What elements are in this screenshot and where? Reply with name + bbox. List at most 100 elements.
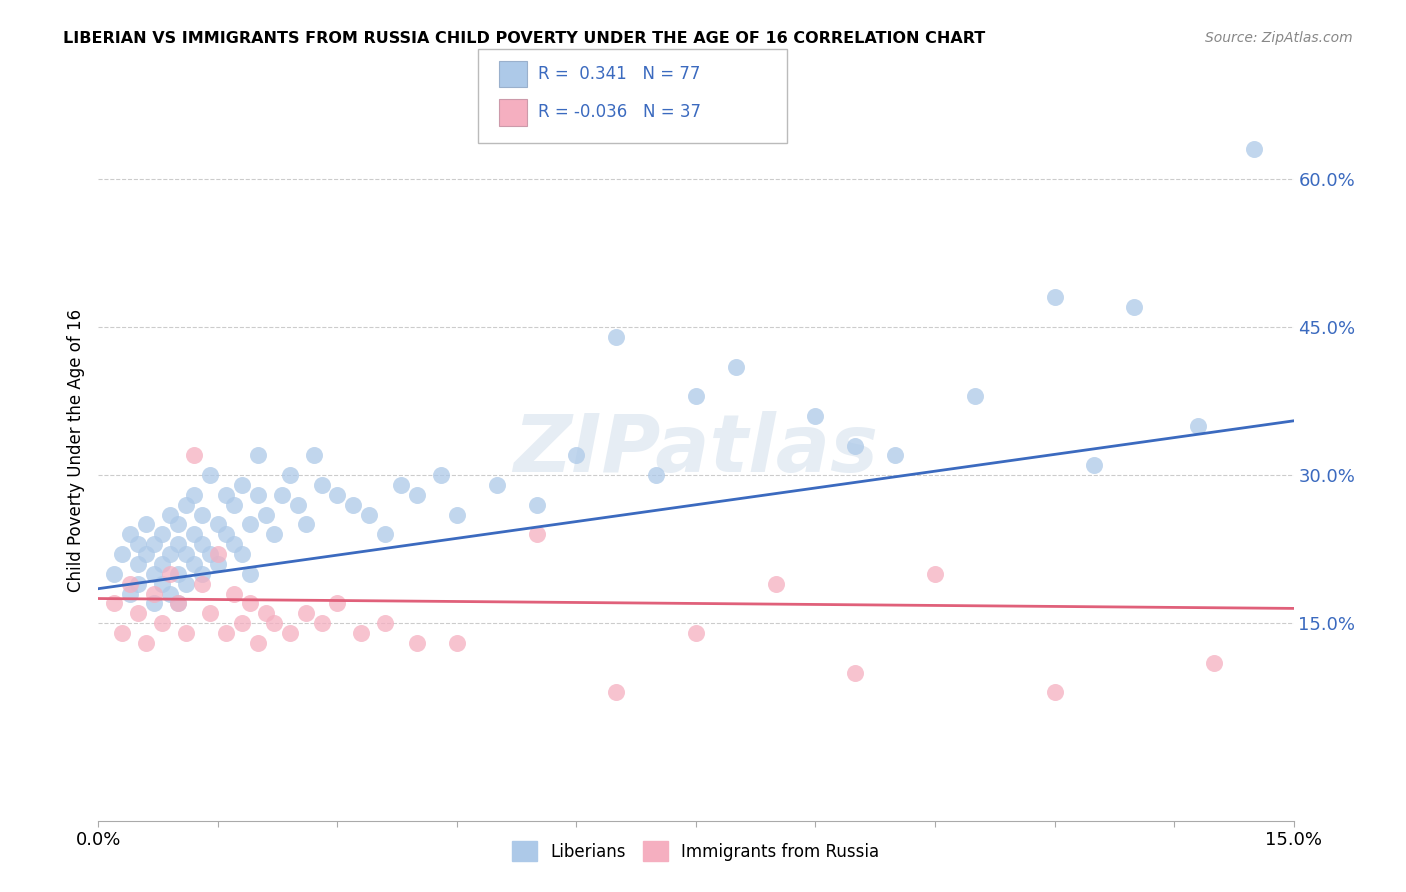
Point <box>159 508 181 522</box>
Point <box>127 576 149 591</box>
Point <box>924 566 946 581</box>
Point <box>1083 458 1105 473</box>
Point <box>254 607 277 621</box>
Point <box>359 508 381 522</box>
Point <box>342 498 364 512</box>
Point <box>1043 290 1066 304</box>
Point <box>103 597 125 611</box>
Point <box>191 508 214 522</box>
Point <box>174 576 197 591</box>
Point <box>198 547 221 561</box>
Point <box>1187 418 1209 433</box>
Text: ZIPatlas: ZIPatlas <box>513 411 879 490</box>
Point <box>406 636 429 650</box>
Point <box>526 498 548 512</box>
Point <box>174 498 197 512</box>
Point <box>963 389 986 403</box>
Point <box>143 586 166 600</box>
Point <box>311 478 333 492</box>
Point <box>167 597 190 611</box>
Point <box>565 449 588 463</box>
Point <box>884 449 907 463</box>
Point <box>239 597 262 611</box>
Text: R =  0.341   N = 77: R = 0.341 N = 77 <box>538 65 700 83</box>
Point <box>446 636 468 650</box>
Point <box>406 488 429 502</box>
Point <box>685 389 707 403</box>
Point <box>150 557 173 571</box>
Point <box>231 616 253 631</box>
Point <box>159 547 181 561</box>
Point <box>127 537 149 551</box>
Point <box>159 566 181 581</box>
Point <box>605 685 627 699</box>
Point <box>326 488 349 502</box>
Point <box>246 488 269 502</box>
Point <box>207 547 229 561</box>
Point <box>231 478 253 492</box>
Point <box>1202 656 1225 670</box>
Point <box>254 508 277 522</box>
Point <box>135 517 157 532</box>
Point <box>430 468 453 483</box>
Point <box>222 586 245 600</box>
Point <box>183 527 205 541</box>
Point <box>222 498 245 512</box>
Point <box>765 576 787 591</box>
Point <box>326 597 349 611</box>
Point <box>143 566 166 581</box>
Point <box>150 576 173 591</box>
Point <box>198 468 221 483</box>
Point <box>844 665 866 680</box>
Point <box>167 537 190 551</box>
Y-axis label: Child Poverty Under the Age of 16: Child Poverty Under the Age of 16 <box>66 309 84 592</box>
Point <box>1043 685 1066 699</box>
Point <box>389 478 412 492</box>
Point <box>724 359 747 374</box>
Point <box>174 547 197 561</box>
Point <box>446 508 468 522</box>
Point <box>526 527 548 541</box>
Point <box>143 537 166 551</box>
Point <box>222 537 245 551</box>
Point <box>263 527 285 541</box>
Point <box>374 616 396 631</box>
Point <box>167 597 190 611</box>
Text: R = -0.036   N = 37: R = -0.036 N = 37 <box>538 103 702 121</box>
Point <box>246 449 269 463</box>
Point <box>191 576 214 591</box>
Point <box>135 636 157 650</box>
Point <box>150 527 173 541</box>
Point <box>605 330 627 344</box>
Point <box>287 498 309 512</box>
Point <box>183 449 205 463</box>
Point <box>143 597 166 611</box>
Point <box>804 409 827 423</box>
Point <box>302 449 325 463</box>
Point <box>294 517 316 532</box>
Point <box>174 626 197 640</box>
Point <box>685 626 707 640</box>
Point <box>120 576 142 591</box>
Point <box>191 566 214 581</box>
Point <box>215 626 238 640</box>
Point <box>198 607 221 621</box>
Point <box>270 488 292 502</box>
Point <box>191 537 214 551</box>
Point <box>278 626 301 640</box>
Point <box>207 557 229 571</box>
Point <box>103 566 125 581</box>
Point <box>111 547 134 561</box>
Point <box>215 527 238 541</box>
Point <box>278 468 301 483</box>
Point <box>485 478 508 492</box>
Point <box>167 517 190 532</box>
Text: Source: ZipAtlas.com: Source: ZipAtlas.com <box>1205 31 1353 45</box>
Point <box>207 517 229 532</box>
Point <box>159 586 181 600</box>
Point <box>311 616 333 631</box>
Text: LIBERIAN VS IMMIGRANTS FROM RUSSIA CHILD POVERTY UNDER THE AGE OF 16 CORRELATION: LIBERIAN VS IMMIGRANTS FROM RUSSIA CHILD… <box>63 31 986 46</box>
Point <box>231 547 253 561</box>
Point <box>183 488 205 502</box>
Point <box>127 607 149 621</box>
